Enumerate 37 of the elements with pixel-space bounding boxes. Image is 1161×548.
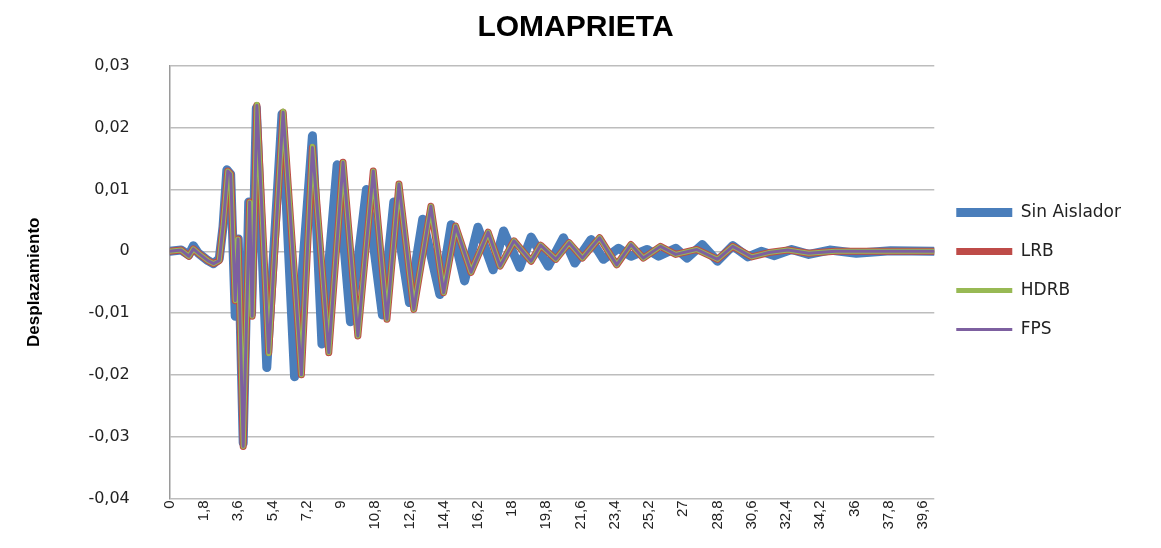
x-tick-label: 32,4 <box>776 500 794 530</box>
y-axis-title: Desplazamiento <box>23 217 43 347</box>
x-tick-label: 27 <box>673 500 691 518</box>
y-tick-label: -0,02 <box>88 364 130 384</box>
legend-label: LRB <box>1020 239 1054 260</box>
x-tick-label: 21,6 <box>570 500 588 530</box>
x-tick-label: 37,8 <box>878 500 896 530</box>
x-tick-label: 10,8 <box>365 500 383 530</box>
y-tick-label: 0,03 <box>94 55 130 75</box>
y-tick-label: -0,01 <box>88 302 130 322</box>
x-tick-label: 18 <box>502 500 520 518</box>
x-tick-label: 1,8 <box>194 500 212 522</box>
y-tick-label: 0,02 <box>94 116 130 136</box>
y-tick-label: -0,03 <box>88 425 130 445</box>
y-tick-label: 0,01 <box>94 178 130 198</box>
x-tick-label: 7,2 <box>296 500 314 522</box>
x-tick-label: 12,6 <box>399 500 417 530</box>
y-tick-label: 0 <box>119 240 130 260</box>
x-tick-label: 3,6 <box>228 500 246 522</box>
legend-label: HDRB <box>1020 278 1071 299</box>
chart-title: LOMAPRIETA <box>477 9 674 43</box>
x-tick-label: 9 <box>331 500 349 509</box>
x-tick-label: 5,4 <box>262 500 280 522</box>
x-tick-label: 30,6 <box>741 500 759 530</box>
x-tick-label: 14,4 <box>433 500 451 530</box>
x-tick-label: 39,6 <box>913 500 931 530</box>
legend-label: Sin Aislador <box>1020 200 1122 221</box>
x-tick-label: 0 <box>159 500 177 509</box>
x-tick-label: 28,8 <box>707 500 725 530</box>
x-tick-label: 16,2 <box>468 500 486 530</box>
x-tick-label: 25,2 <box>639 500 657 530</box>
y-tick-label: -0,04 <box>88 487 130 507</box>
legend-label: FPS <box>1020 317 1052 338</box>
x-tick-label: 23,4 <box>604 500 622 530</box>
x-tick-label: 36 <box>844 500 862 518</box>
x-tick-label: 19,8 <box>536 500 554 530</box>
x-tick-label: 34,2 <box>810 500 828 530</box>
